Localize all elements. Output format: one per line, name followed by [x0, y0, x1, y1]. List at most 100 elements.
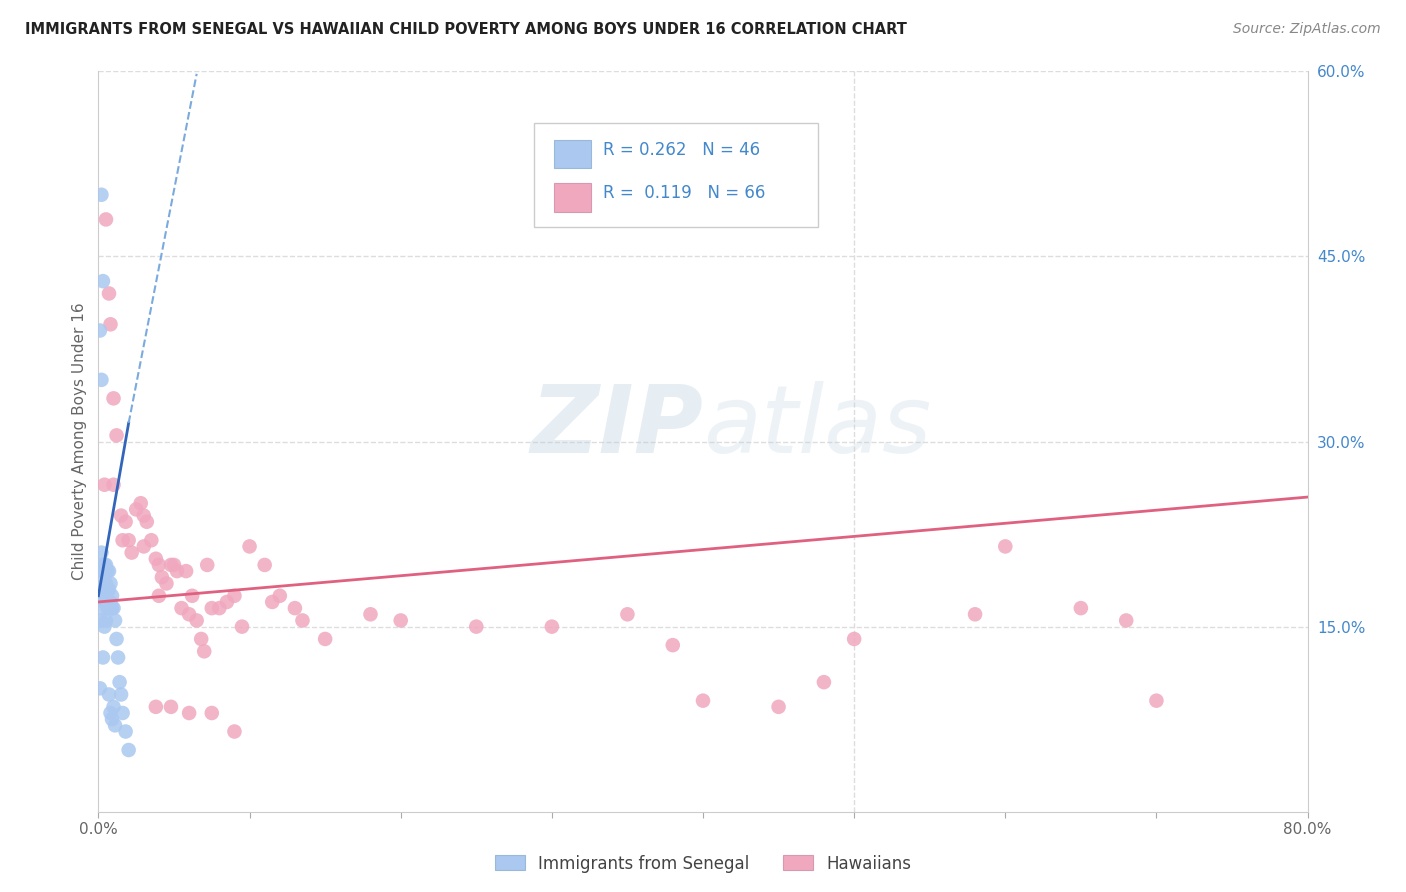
Point — [93, 619, 115, 633]
Point — [94, 576, 117, 591]
Point — [360, 607, 382, 622]
Text: atlas: atlas — [703, 381, 931, 472]
Point — [179, 706, 201, 720]
Point — [118, 743, 141, 757]
Point — [91, 558, 114, 572]
Point — [96, 601, 118, 615]
Point — [101, 601, 124, 615]
Point — [100, 706, 122, 720]
Bar — [554, 184, 591, 211]
Point — [89, 601, 111, 615]
Point — [105, 428, 128, 442]
Point — [145, 699, 167, 714]
Point — [90, 373, 112, 387]
Text: R = 0.262   N = 46: R = 0.262 N = 46 — [603, 141, 759, 159]
Point — [231, 619, 253, 633]
Point — [160, 558, 183, 572]
Point — [111, 533, 134, 548]
Point — [110, 508, 132, 523]
Point — [616, 607, 638, 622]
Point — [125, 502, 148, 516]
Bar — [554, 140, 591, 169]
Point — [269, 589, 291, 603]
Point — [1144, 694, 1167, 708]
Point — [389, 614, 412, 628]
Point — [103, 601, 125, 615]
Point — [114, 515, 136, 529]
Point — [844, 632, 866, 646]
Point — [314, 632, 336, 646]
Point — [201, 601, 224, 615]
Point — [148, 558, 170, 572]
Point — [193, 644, 215, 658]
Point — [540, 619, 562, 633]
Point — [1115, 614, 1137, 628]
Point — [170, 601, 193, 615]
Point — [96, 564, 118, 578]
Point — [114, 724, 136, 739]
Point — [90, 589, 112, 603]
Point — [195, 558, 218, 572]
Point — [150, 570, 173, 584]
Point — [89, 681, 111, 696]
Point — [661, 638, 683, 652]
Point — [90, 546, 112, 560]
Text: R =  0.119   N = 66: R = 0.119 N = 66 — [603, 185, 765, 202]
Point — [93, 477, 115, 491]
Point — [174, 564, 197, 578]
Point — [105, 632, 128, 646]
Point — [93, 576, 115, 591]
Point — [1070, 601, 1092, 615]
Point — [98, 601, 121, 615]
Text: Source: ZipAtlas.com: Source: ZipAtlas.com — [1233, 22, 1381, 37]
Point — [100, 318, 122, 332]
Point — [89, 324, 111, 338]
Point — [91, 582, 114, 597]
Text: IMMIGRANTS FROM SENEGAL VS HAWAIIAN CHILD POVERTY AMONG BOYS UNDER 16 CORRELATIO: IMMIGRANTS FROM SENEGAL VS HAWAIIAN CHIL… — [25, 22, 907, 37]
Point — [101, 589, 124, 603]
Point — [284, 601, 307, 615]
Point — [768, 699, 790, 714]
Point — [90, 564, 112, 578]
Point — [98, 564, 121, 578]
Point — [121, 546, 143, 560]
Text: ZIP: ZIP — [530, 381, 703, 473]
Point — [291, 614, 314, 628]
Point — [100, 576, 122, 591]
Point — [103, 392, 125, 406]
Point — [208, 601, 231, 615]
Point — [132, 540, 155, 554]
Point — [186, 614, 208, 628]
Point — [93, 558, 115, 572]
Point — [107, 650, 129, 665]
FancyBboxPatch shape — [534, 123, 818, 227]
Y-axis label: Child Poverty Among Boys Under 16: Child Poverty Among Boys Under 16 — [72, 302, 87, 581]
Point — [129, 496, 152, 510]
Point — [181, 589, 204, 603]
Point — [104, 614, 127, 628]
Point — [98, 582, 121, 597]
Point — [145, 551, 167, 566]
Point — [94, 614, 117, 628]
Legend: Immigrants from Senegal, Hawaiians: Immigrants from Senegal, Hawaiians — [488, 848, 918, 880]
Point — [103, 477, 125, 491]
Point — [110, 688, 132, 702]
Point — [100, 595, 122, 609]
Point — [103, 699, 125, 714]
Point — [201, 706, 224, 720]
Point — [98, 286, 121, 301]
Point — [90, 187, 112, 202]
Point — [141, 533, 163, 548]
Point — [132, 508, 155, 523]
Point — [166, 564, 188, 578]
Point — [93, 595, 115, 609]
Point — [135, 515, 157, 529]
Point — [965, 607, 987, 622]
Point — [253, 558, 276, 572]
Point — [91, 650, 114, 665]
Point — [160, 699, 183, 714]
Point — [118, 533, 141, 548]
Point — [104, 718, 127, 732]
Point — [90, 614, 112, 628]
Point — [91, 274, 114, 288]
